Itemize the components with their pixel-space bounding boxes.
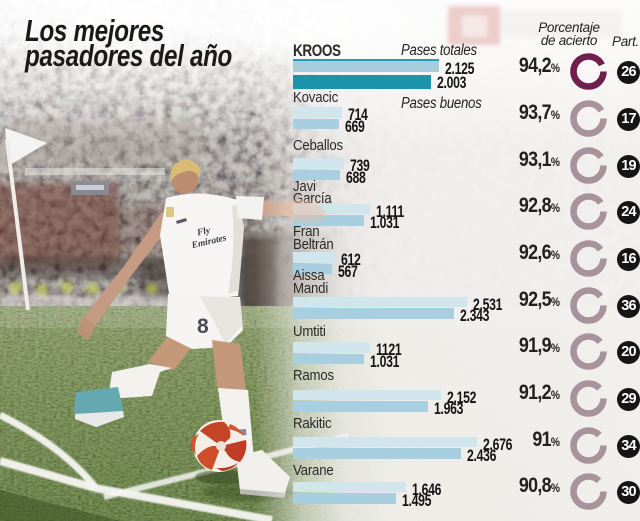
svg-text:Fly: Fly (195, 226, 212, 239)
svg-text:8: 8 (197, 315, 209, 338)
